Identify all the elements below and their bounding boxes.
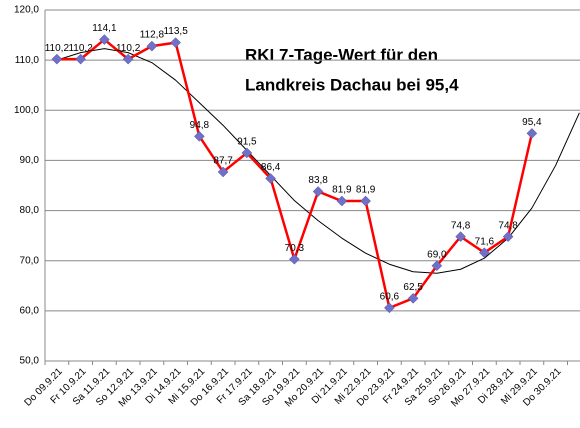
- data-label: 94,8: [190, 120, 210, 131]
- data-label: 86,4: [261, 162, 281, 173]
- data-label: 62,5: [403, 282, 423, 293]
- chart-title: Landkreis Dachau bei 95,4: [245, 75, 459, 94]
- data-label: 83,8: [308, 175, 328, 186]
- marker: [289, 253, 300, 265]
- y-tick-label: 120,0: [14, 5, 39, 16]
- marker: [170, 37, 181, 48]
- marker: [479, 247, 490, 259]
- marker: [407, 292, 419, 304]
- y-tick-label: 50,0: [20, 356, 40, 367]
- marker: [526, 127, 538, 139]
- data-label: 74,8: [498, 220, 518, 231]
- marker: [360, 195, 371, 207]
- marker: [51, 53, 63, 65]
- data-label: 60,6: [380, 291, 400, 302]
- y-tick-label: 60,0: [20, 305, 40, 316]
- y-tick-label: 90,0: [20, 155, 40, 166]
- marker: [194, 131, 205, 142]
- marker: [384, 302, 395, 314]
- marker: [217, 166, 229, 178]
- data-label: 70,3: [285, 243, 305, 254]
- data-label: 95,4: [522, 117, 542, 128]
- data-label: 114,1: [92, 23, 117, 34]
- marker: [312, 186, 324, 197]
- marker: [431, 260, 443, 272]
- data-label: 91,5: [237, 137, 257, 148]
- data-label: 112,8: [140, 30, 165, 41]
- data-label: 113,5: [163, 26, 188, 37]
- y-tick-label: 100,0: [14, 105, 39, 116]
- y-tick-label: 110,0: [15, 55, 40, 66]
- marker: [99, 34, 110, 45]
- y-tick-label: 80,0: [20, 205, 40, 216]
- data-label: 87,7: [213, 156, 233, 167]
- marker: [122, 53, 134, 65]
- data-label: 81,9: [356, 185, 376, 196]
- marker: [241, 147, 253, 159]
- data-label: 74,8: [451, 220, 471, 231]
- chart-title: RKI 7-Tage-Wert für den: [245, 45, 438, 64]
- marker: [146, 40, 158, 52]
- marker: [336, 195, 348, 207]
- data-label: 110,2: [68, 43, 93, 54]
- data-label: 110,2: [45, 43, 70, 54]
- y-tick-label: 70,0: [20, 255, 40, 266]
- marker: [75, 53, 86, 65]
- data-label: 69,0: [427, 249, 447, 260]
- data-label: 71,6: [475, 236, 495, 247]
- trend-line: [56, 48, 580, 274]
- marker: [502, 231, 514, 242]
- marker: [265, 173, 276, 184]
- data-label: 110,2: [116, 43, 141, 54]
- data-label: 81,9: [332, 185, 352, 196]
- marker: [455, 231, 466, 242]
